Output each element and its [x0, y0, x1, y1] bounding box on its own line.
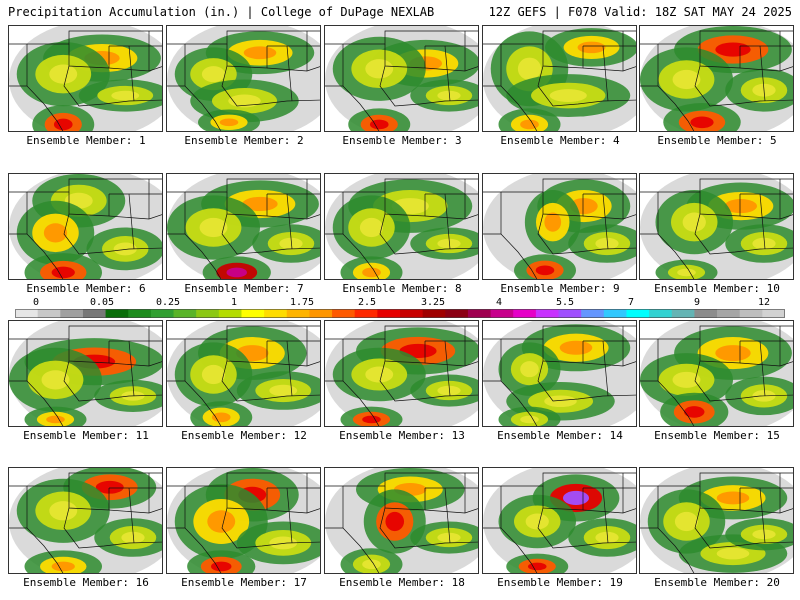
colorbar-swatch [377, 309, 401, 318]
colorbar-swatch [196, 309, 220, 318]
ensemble-member-caption: Ensemble Member: 8 [342, 282, 462, 295]
ensemble-member-caption: Ensemble Member: 16 [23, 576, 149, 589]
ensemble-map-15 [639, 320, 794, 427]
colorbar-swatch [490, 309, 514, 318]
ensemble-map-7 [166, 173, 321, 280]
colorbar-swatch [309, 309, 333, 318]
colorbar-swatch [354, 309, 378, 318]
ensemble-member-caption: Ensemble Member: 15 [654, 429, 780, 442]
ensemble-map-5 [639, 25, 794, 132]
colorbar-swatch [400, 309, 424, 318]
ensemble-member-caption: Ensemble Member: 13 [339, 429, 465, 442]
colorbar-tick-label: 7 [627, 297, 635, 308]
colorbar-swatch [264, 309, 288, 318]
ensemble-map-8 [324, 173, 479, 280]
ensemble-map-4 [482, 25, 637, 132]
ensemble-map-3 [324, 25, 479, 132]
ensemble-map-1 [8, 25, 163, 132]
colorbar-swatch [649, 309, 673, 318]
colorbar-swatch [717, 309, 741, 318]
colorbar-swatch [150, 309, 175, 318]
colorbar-swatch [671, 309, 695, 318]
ensemble-member-caption: Ensemble Member: 20 [654, 576, 780, 589]
ensemble-map-11 [8, 320, 163, 427]
colorbar-tick-label: 4 [495, 297, 503, 308]
ensemble-member-caption: Ensemble Member: 14 [497, 429, 623, 442]
colorbar-swatch [15, 309, 39, 318]
colorbar-tick-label: 0.25 [155, 297, 181, 308]
colorbar-swatch [105, 309, 129, 318]
colorbar-tick-label: 2.5 [357, 297, 377, 308]
colorbar-swatch [626, 309, 650, 318]
ensemble-member-caption: Ensemble Member: 9 [500, 282, 620, 295]
ensemble-member-caption: Ensemble Member: 4 [500, 134, 620, 147]
colorbar-swatch [128, 309, 152, 318]
map-title: Precipitation Accumulation (in.) | Colle… [8, 5, 435, 19]
colorbar-swatch [173, 309, 197, 318]
ensemble-map-13 [324, 320, 479, 427]
colorbar-tick-label: 1.75 [289, 297, 315, 308]
colorbar-swatch [467, 309, 492, 318]
colorbar-tick-label: 1 [230, 297, 238, 308]
colorbar-swatch [241, 309, 265, 318]
ensemble-map-9 [482, 173, 637, 280]
colorbar-swatch [513, 309, 537, 318]
ensemble-map-14 [482, 320, 637, 427]
ensemble-map-6 [8, 173, 163, 280]
ensemble-map-10 [639, 173, 794, 280]
colorbar-tick-label: 0 [32, 297, 40, 308]
ensemble-map-16 [8, 467, 163, 574]
colorbar-tick-label: 5.5 [555, 297, 575, 308]
colorbar-labels: 0 0.05 0.25 1 1.75 2.5 3.25 4 5.5 7 9 12 [0, 297, 800, 309]
colorbar-swatch [739, 309, 763, 318]
colorbar-swatch [762, 309, 785, 318]
ensemble-member-caption: Ensemble Member: 10 [654, 282, 780, 295]
ensemble-member-caption: Ensemble Member: 17 [181, 576, 307, 589]
ensemble-member-caption: Ensemble Member: 2 [184, 134, 304, 147]
colorbar-swatch [558, 309, 582, 318]
colorbar-swatch [218, 309, 242, 318]
colorbar-tick-label: 0.05 [89, 297, 115, 308]
colorbar-tick-label: 9 [693, 297, 701, 308]
colorbar-swatch [37, 309, 61, 318]
ensemble-member-caption: Ensemble Member: 11 [23, 429, 149, 442]
ensemble-map-17 [166, 467, 321, 574]
ensemble-member-caption: Ensemble Member: 19 [497, 576, 623, 589]
ensemble-map-19 [482, 467, 637, 574]
ensemble-member-caption: Ensemble Member: 6 [26, 282, 146, 295]
colorbar-tick-label: 3.25 [420, 297, 446, 308]
ensemble-member-caption: Ensemble Member: 12 [181, 429, 307, 442]
model-valid-time: 12Z GEFS | F078 Valid: 18Z SAT MAY 24 20… [488, 5, 792, 19]
ensemble-map-18 [324, 467, 479, 574]
precipitation-colorbar [15, 309, 785, 318]
colorbar-swatch [286, 309, 310, 318]
ensemble-member-caption: Ensemble Member: 3 [342, 134, 462, 147]
ensemble-member-caption: Ensemble Member: 5 [657, 134, 777, 147]
colorbar-swatch [332, 309, 356, 318]
colorbar-swatch [445, 309, 469, 318]
ensemble-member-caption: Ensemble Member: 1 [26, 134, 146, 147]
colorbar-swatch [535, 309, 560, 318]
colorbar-swatch [694, 309, 718, 318]
ensemble-member-caption: Ensemble Member: 7 [184, 282, 304, 295]
colorbar-swatch [581, 309, 605, 318]
ensemble-map-2 [166, 25, 321, 132]
colorbar-tick-label: 12 [757, 297, 771, 308]
ensemble-map-20 [639, 467, 794, 574]
ensemble-map-12 [166, 320, 321, 427]
colorbar-swatch [603, 309, 627, 318]
colorbar-swatch [422, 309, 446, 318]
ensemble-member-caption: Ensemble Member: 18 [339, 576, 465, 589]
colorbar-swatch [82, 309, 107, 318]
colorbar-swatch [60, 309, 84, 318]
